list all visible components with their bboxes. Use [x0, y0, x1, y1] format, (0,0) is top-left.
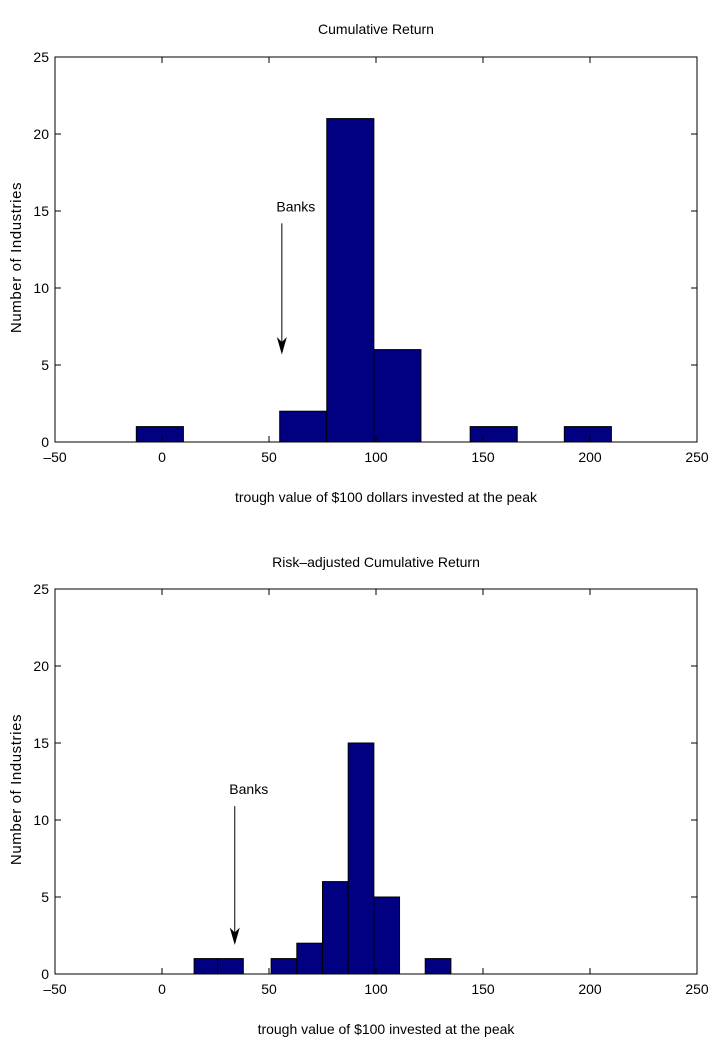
x-tick-label: 200: [578, 449, 602, 465]
annotation-label: Banks: [229, 781, 268, 797]
y-axis-label: Number of Industries: [8, 182, 25, 333]
x-tick-label: 150: [471, 449, 495, 465]
y-tick-label: 15: [33, 735, 49, 751]
x-tick-label: 200: [578, 981, 602, 997]
x-axis-label: trough value of $100 dollars invested at…: [235, 489, 538, 505]
x-tick-label: 150: [471, 981, 495, 997]
histogram-bar: [373, 349, 422, 443]
annotation-arrow-head: [276, 336, 287, 355]
x-tick-label: 100: [364, 449, 388, 465]
histogram-bar: [326, 118, 375, 443]
chart-title: Cumulative Return: [318, 21, 434, 37]
y-tick-label: 0: [41, 966, 49, 982]
x-tick-label: 0: [158, 449, 166, 465]
x-tick-label: –50: [43, 981, 67, 997]
x-tick-label: –50: [43, 449, 67, 465]
y-tick-label: 20: [33, 126, 49, 142]
y-tick-label: 10: [33, 812, 49, 828]
chart-title: Risk–adjusted Cumulative Return: [272, 554, 480, 570]
x-tick-label: 50: [261, 981, 277, 997]
x-tick-label: 100: [364, 981, 388, 997]
histogram-bar: [322, 881, 349, 975]
x-tick-label: 50: [261, 449, 277, 465]
x-tick-label: 0: [158, 981, 166, 997]
histogram-bar: [373, 896, 401, 975]
histogram-bar: [270, 958, 298, 975]
y-tick-label: 25: [33, 49, 49, 65]
annotation-arrow-head: [229, 927, 240, 946]
annotation-label: Banks: [276, 198, 315, 214]
y-tick-label: 10: [33, 280, 49, 296]
histogram-bar: [296, 942, 324, 975]
histogram-bar: [424, 958, 452, 975]
histogram-bar: [563, 426, 612, 443]
y-tick-label: 5: [41, 357, 49, 373]
histogram-bar: [469, 426, 518, 443]
y-tick-label: 25: [33, 581, 49, 597]
y-axis-label: Number of Industries: [8, 714, 25, 865]
x-tick-label: 250: [685, 449, 709, 465]
y-tick-label: 5: [41, 889, 49, 905]
risk-adjusted-return-panel: –50 0 50 100 150 200 2500510152025Risk–adjuste…: [8, 554, 709, 1037]
histogram-bar: [279, 410, 328, 443]
histogram-bar: [347, 742, 375, 975]
y-tick-label: 0: [41, 434, 49, 450]
y-tick-label: 20: [33, 658, 49, 674]
x-tick-label: 250: [685, 981, 709, 997]
y-tick-label: 15: [33, 203, 49, 219]
histogram-bar: [193, 958, 219, 975]
histogram-bar: [217, 958, 244, 975]
x-axis-label: trough value of $100 invested at the pea…: [258, 1021, 516, 1037]
histogram-bar: [135, 426, 184, 443]
